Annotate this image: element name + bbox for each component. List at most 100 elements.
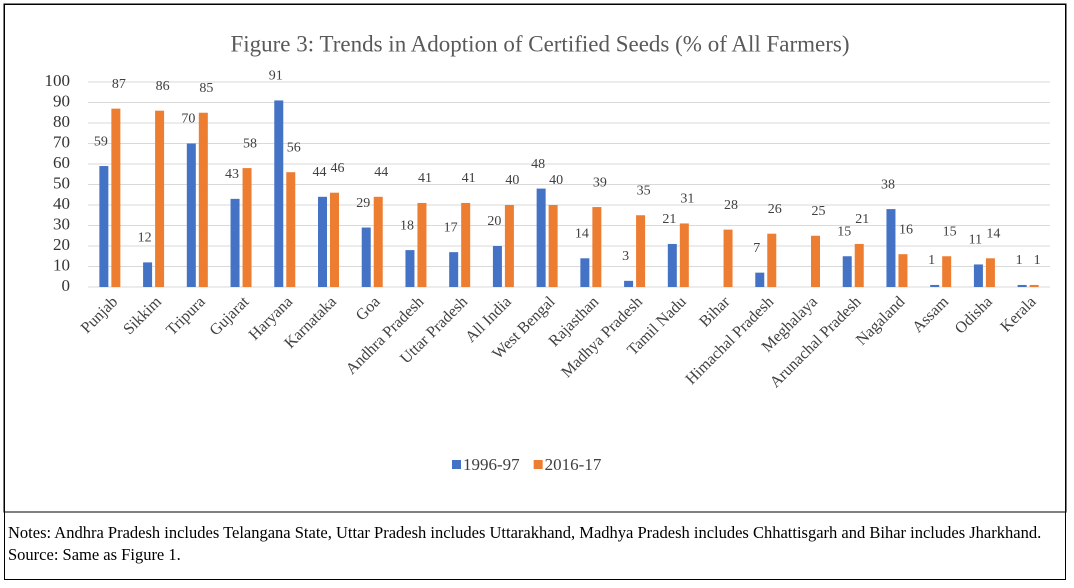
data-label: 29 (356, 196, 370, 211)
bar (755, 272, 765, 287)
data-label: 15 (943, 224, 957, 239)
bar (504, 205, 514, 287)
data-label: 28 (724, 198, 738, 213)
bar (548, 205, 558, 287)
data-label: 1 (1016, 253, 1023, 268)
bar (842, 256, 852, 287)
data-label: 46 (331, 161, 345, 176)
x-tick-label: Andhra Pradesh (343, 293, 428, 378)
bar (449, 252, 459, 287)
x-tick-label: Goa (353, 293, 384, 324)
chart-border (3, 3, 1067, 513)
data-label: 43 (225, 167, 239, 182)
data-label: 21 (662, 212, 676, 227)
legend-label: 1996-97 (463, 455, 520, 474)
legend-label: 2016-17 (545, 455, 602, 474)
bar (592, 207, 602, 287)
bar (667, 243, 677, 287)
data-label: 16 (899, 222, 913, 237)
bar (155, 110, 165, 287)
data-label: 31 (680, 192, 694, 207)
bar (417, 202, 427, 287)
data-label: 20 (487, 214, 501, 229)
data-label: 35 (637, 183, 651, 198)
data-label: 44 (374, 165, 388, 180)
bar (111, 108, 121, 288)
data-label: 7 (753, 241, 760, 256)
x-tick-label: Tripura (163, 293, 209, 339)
notes: Notes: Andhra Pradesh includes Telangana… (8, 523, 1042, 542)
x-tick-label: Odisha (952, 293, 996, 337)
bar (536, 188, 546, 287)
x-tick-label: Sikkim (120, 293, 165, 338)
y-tick-label: 40 (53, 194, 70, 213)
data-label: 44 (313, 165, 327, 180)
data-label: 38 (881, 177, 895, 192)
bar (286, 172, 296, 287)
data-label: 86 (156, 79, 170, 94)
notes-block: Notes: Andhra Pradesh includes Telangana… (8, 522, 1058, 566)
bar (274, 100, 284, 287)
x-tick-label: Punjab (78, 293, 121, 336)
bar (99, 166, 109, 287)
data-label: 11 (969, 233, 982, 248)
bar (373, 196, 383, 287)
bar (636, 215, 646, 287)
bar (723, 229, 733, 287)
y-tick-label: 20 (53, 235, 70, 254)
bar (930, 284, 940, 287)
data-label: 3 (622, 249, 629, 264)
y-tick-label: 100 (45, 71, 71, 90)
bar (405, 250, 415, 287)
data-label: 41 (462, 171, 476, 186)
bar (143, 262, 153, 287)
data-label: 15 (837, 224, 851, 239)
bar (361, 227, 371, 287)
data-label: 18 (400, 218, 414, 233)
data-label: 48 (531, 157, 545, 172)
bar (679, 223, 689, 287)
x-tick-label: Nagaland (853, 293, 908, 348)
data-label: 39 (593, 175, 607, 190)
bar (985, 258, 995, 287)
data-label: 14 (575, 227, 589, 242)
y-tick-label: 50 (53, 173, 70, 192)
bar (580, 258, 590, 287)
data-label: 56 (287, 140, 301, 155)
data-label: 1 (1034, 253, 1041, 268)
chart-title: Figure 3: Trends in Adoption of Certifie… (230, 31, 849, 56)
y-tick-label: 60 (53, 153, 70, 172)
bar (854, 243, 864, 287)
bar (461, 202, 471, 287)
y-tick-label: 30 (53, 214, 70, 233)
data-label: 12 (138, 231, 152, 246)
y-tick-label: 70 (53, 132, 70, 151)
data-label: 85 (199, 81, 213, 96)
y-tick-label: 90 (53, 91, 70, 110)
data-label: 87 (112, 77, 126, 92)
data-label: 91 (269, 69, 283, 84)
bar (973, 264, 983, 287)
legend-swatch (452, 460, 461, 469)
data-label: 25 (812, 204, 826, 219)
data-label: 40 (505, 173, 519, 188)
bar (942, 256, 952, 287)
bar (186, 143, 196, 287)
bar (330, 192, 339, 287)
x-tick-label: Bihar (696, 293, 734, 331)
y-tick-label: 80 (53, 112, 70, 131)
bar (886, 209, 896, 287)
bar (1029, 284, 1039, 287)
data-label: 17 (444, 220, 458, 235)
y-tick-label: 10 (53, 255, 70, 274)
bar (767, 233, 777, 287)
data-label: 21 (855, 212, 869, 227)
data-label: 70 (181, 112, 195, 127)
data-label: 40 (549, 173, 563, 188)
x-tick-label: Kerala (997, 293, 1039, 335)
x-tick-label: Assam (909, 293, 952, 336)
bar (492, 246, 502, 287)
data-label: 58 (243, 136, 257, 151)
data-label: 1 (928, 253, 935, 268)
data-label: 26 (768, 202, 782, 217)
